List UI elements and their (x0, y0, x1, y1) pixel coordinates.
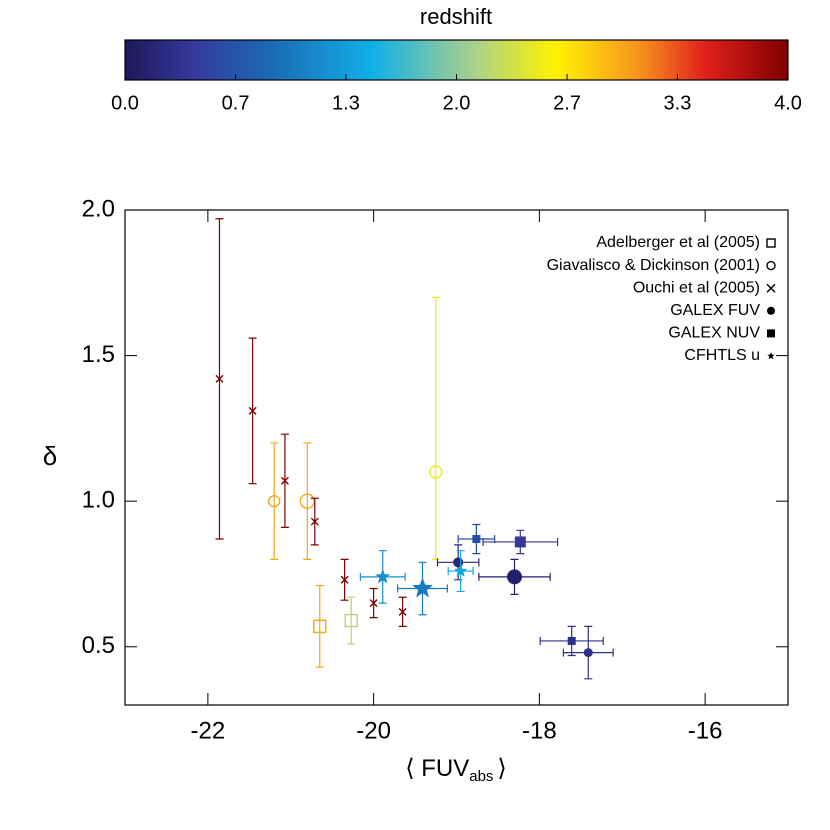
y-tick-label: 2.0 (82, 195, 115, 222)
marker (766, 260, 776, 271)
marker (507, 569, 523, 585)
plot-frame (124, 209, 789, 706)
y-error-bar (303, 442, 312, 561)
y-error-bar (431, 296, 440, 561)
y-tick-label: 1.0 (82, 487, 115, 514)
marker (454, 564, 468, 577)
marker (453, 557, 464, 568)
y-error-bar (270, 442, 279, 561)
marker (429, 465, 443, 479)
marker (766, 283, 776, 293)
x-axis-label-sub: abs (469, 768, 493, 785)
legend-label: Giavalisco & Dickinson (2001) (547, 257, 760, 274)
colorbar-title: redshift (420, 4, 492, 29)
marker (310, 517, 319, 526)
x-tick-label: -22 (191, 717, 226, 744)
marker (280, 476, 289, 485)
marker (369, 599, 378, 608)
marker (267, 494, 281, 508)
y-error-bar (315, 585, 324, 668)
y-tick-label: 1.5 (82, 341, 115, 368)
x-tick-label: -16 (688, 717, 723, 744)
marker (215, 374, 224, 383)
colorbar-tick-label: 1.3 (332, 92, 360, 114)
marker (514, 536, 526, 548)
y-error-bar (347, 596, 356, 645)
colorbar-tick-label: 3.3 (664, 92, 692, 114)
colorbar (124, 39, 789, 81)
marker (583, 648, 593, 658)
x-axis-label: ⟨ FUVabs ⟩ (405, 755, 507, 785)
colorbar-tick-label: 2.0 (443, 92, 471, 114)
marker (248, 406, 257, 415)
y-axis-label: δ (43, 441, 57, 471)
marker (375, 568, 391, 584)
y-tick-label: 0.5 (82, 632, 115, 659)
x-axis-label-main: ⟨ FUV (405, 755, 469, 782)
marker (344, 613, 358, 628)
marker (767, 329, 775, 338)
legend-label: GALEX NUV (668, 325, 760, 342)
marker (767, 352, 775, 360)
colorbar-tick-label: 0.7 (222, 92, 250, 114)
x-tick-label: -20 (356, 717, 391, 744)
legend-label: CFHTLS u (684, 347, 760, 364)
legend-label: Ouchi et al (2005) (633, 279, 760, 296)
legend-label: Adelberger et al (2005) (596, 234, 760, 251)
marker (398, 607, 407, 616)
marker (412, 577, 433, 598)
marker (313, 619, 327, 634)
marker (567, 636, 576, 645)
marker (767, 306, 775, 315)
colorbar-tick-label: 0.0 (111, 92, 139, 114)
marker (472, 535, 481, 544)
marker (340, 575, 349, 584)
colorbar-tick-label: 4.0 (774, 92, 802, 114)
marker (766, 238, 776, 248)
x-axis-label-end: ⟩ (497, 755, 506, 782)
legend-label: GALEX FUV (670, 302, 760, 319)
x-tick-label: -18 (522, 717, 557, 744)
colorbar-tick-label: 2.7 (553, 92, 581, 114)
